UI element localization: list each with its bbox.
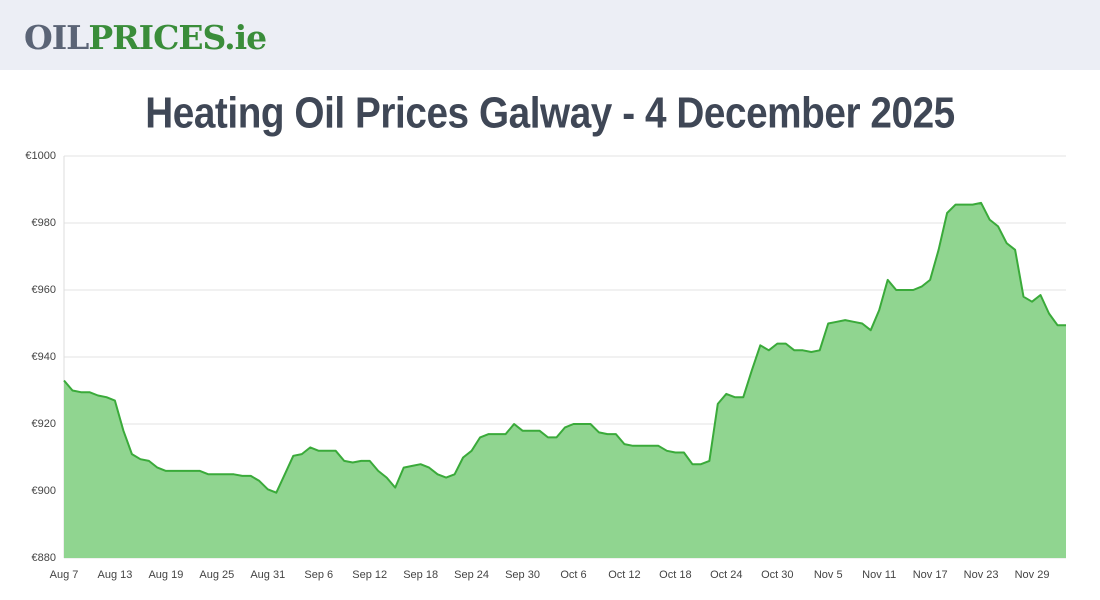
y-tick-label: €940 <box>32 351 56 363</box>
y-tick-label: €1000 <box>25 150 56 162</box>
line <box>63 201 1066 494</box>
logo-part: .ie <box>224 18 266 57</box>
x-tick-label: Aug 19 <box>148 569 183 581</box>
x-tick-label: Oct 18 <box>659 569 691 581</box>
x-tick-label: Aug 25 <box>199 569 234 581</box>
x-tick-label: Oct 12 <box>608 569 640 581</box>
x-tick-label: Nov 29 <box>1015 569 1050 581</box>
x-tick-label: Sep 24 <box>454 569 489 581</box>
logo[interactable]: OILPRICES.ie <box>24 18 267 57</box>
x-tick-label: Nov 5 <box>814 569 843 581</box>
x-tick-label: Nov 17 <box>913 569 948 581</box>
y-tick-label: €900 <box>32 485 56 497</box>
x-tick-label: Nov 11 <box>862 569 896 581</box>
x-tick-label: Sep 12 <box>352 569 387 581</box>
y-tick-label: €980 <box>32 217 56 229</box>
x-tick-label: Sep 6 <box>304 569 333 581</box>
chart-title: Heating Oil Prices Galway - 4 December 2… <box>145 87 955 137</box>
x-tick-label: Nov 23 <box>964 569 999 581</box>
x-tick-label: Aug 31 <box>250 569 285 581</box>
logo-part: OIL <box>24 18 89 57</box>
y-tick-label: €880 <box>32 552 56 564</box>
y-tick-label: €920 <box>32 418 56 430</box>
header-bar <box>0 0 1100 70</box>
x-tick-label: Sep 18 <box>403 569 438 581</box>
logo-part: PRICES <box>88 18 224 57</box>
x-tick-label: Aug 7 <box>50 569 79 581</box>
x-tick-label: Oct 30 <box>761 569 793 581</box>
x-tick-label: Sep 30 <box>505 569 540 581</box>
x-tick-label: Aug 13 <box>98 569 133 581</box>
x-tick-label: Oct 6 <box>560 569 586 581</box>
y-tick-label: €960 <box>32 284 56 296</box>
area <box>64 202 1066 558</box>
x-tick-label: Oct 24 <box>710 569 742 581</box>
